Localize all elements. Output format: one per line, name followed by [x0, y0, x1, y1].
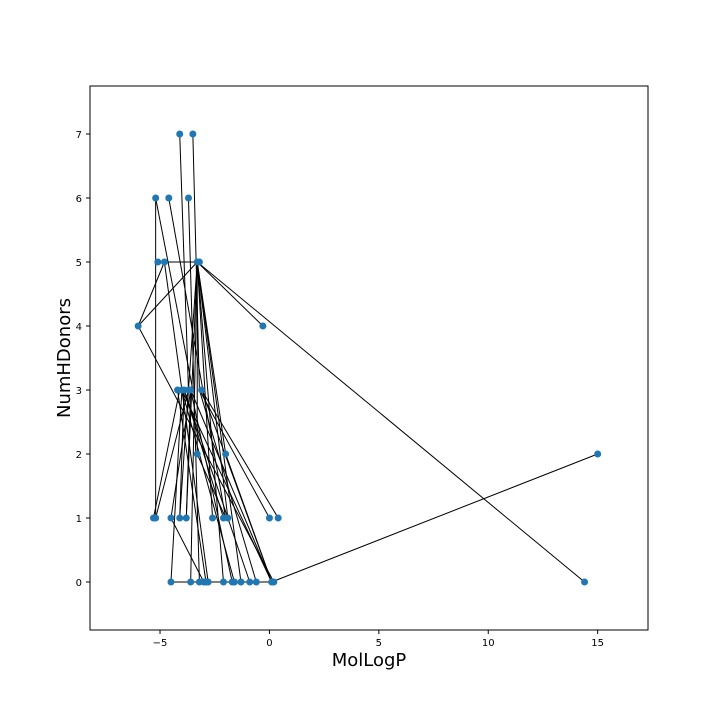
connector-line [196, 261, 227, 455]
data-point [246, 578, 254, 586]
data-point [193, 450, 201, 458]
data-point [165, 194, 173, 202]
connector-line [155, 197, 194, 391]
y-tick-label: 5 [76, 258, 82, 269]
data-point [195, 258, 203, 266]
y-tick-label: 0 [76, 578, 82, 589]
data-point [219, 578, 227, 586]
connector-line [201, 389, 279, 519]
y-axis-ticks: 0 1 2 3 4 5 6 7 [76, 130, 90, 589]
connector-line [181, 389, 273, 583]
x-tick-label: −5 [153, 638, 168, 649]
connector-line [137, 261, 198, 327]
data-point [167, 514, 175, 522]
connector-line [179, 389, 185, 519]
data-point [274, 514, 282, 522]
connector-line [271, 453, 598, 583]
connector-line [196, 261, 224, 583]
data-point [152, 514, 160, 522]
x-tick-label: 10 [482, 638, 495, 649]
data-point [209, 514, 217, 522]
y-axis-title: NumHDonors [54, 298, 75, 418]
connector-line [152, 389, 181, 519]
data-point [265, 514, 273, 522]
connector-line [198, 389, 270, 519]
data-point [204, 578, 212, 586]
data-point [230, 578, 238, 586]
connector-line [196, 261, 264, 327]
connector-line [170, 389, 183, 583]
data-point [134, 322, 142, 330]
x-tick-label: 15 [591, 638, 604, 649]
y-tick-label: 1 [76, 514, 82, 525]
y-tick-label: 3 [76, 386, 82, 397]
connector-line [190, 389, 273, 583]
connector-line [196, 261, 229, 519]
data-point [224, 514, 232, 522]
data-point [184, 194, 192, 202]
data-point [259, 322, 267, 330]
data-point [198, 386, 206, 394]
data-points [134, 130, 602, 586]
y-tick-label: 4 [76, 322, 82, 333]
data-point [270, 578, 278, 586]
x-tick-label: 0 [266, 638, 272, 649]
connector-line [179, 133, 189, 391]
data-point [152, 194, 160, 202]
data-point [176, 130, 184, 138]
connector-line [196, 453, 227, 519]
data-point [222, 450, 230, 458]
connector-line [196, 261, 585, 583]
data-point [189, 130, 197, 138]
x-axis-title: MolLogP [332, 650, 407, 671]
connector-line [196, 261, 242, 583]
connector-line [225, 453, 273, 583]
data-point [187, 386, 195, 394]
connector-line [137, 261, 165, 327]
data-point [187, 578, 195, 586]
data-point [160, 258, 168, 266]
x-axis-ticks: −5 0 5 10 15 [153, 630, 604, 649]
y-tick-label: 6 [76, 194, 82, 205]
data-point [594, 450, 602, 458]
connector-line [177, 389, 207, 583]
data-point [252, 578, 260, 586]
y-tick-label: 7 [76, 130, 82, 141]
y-tick-label: 2 [76, 450, 82, 461]
data-point [176, 514, 184, 522]
connector-line [198, 389, 257, 583]
x-tick-label: 5 [376, 638, 382, 649]
plot-frame [89, 85, 649, 631]
data-point [581, 578, 589, 586]
data-point [154, 258, 162, 266]
connector-lines [137, 133, 598, 583]
data-point [182, 514, 190, 522]
data-point [237, 578, 245, 586]
connector-line [170, 517, 205, 583]
data-point [167, 578, 175, 586]
